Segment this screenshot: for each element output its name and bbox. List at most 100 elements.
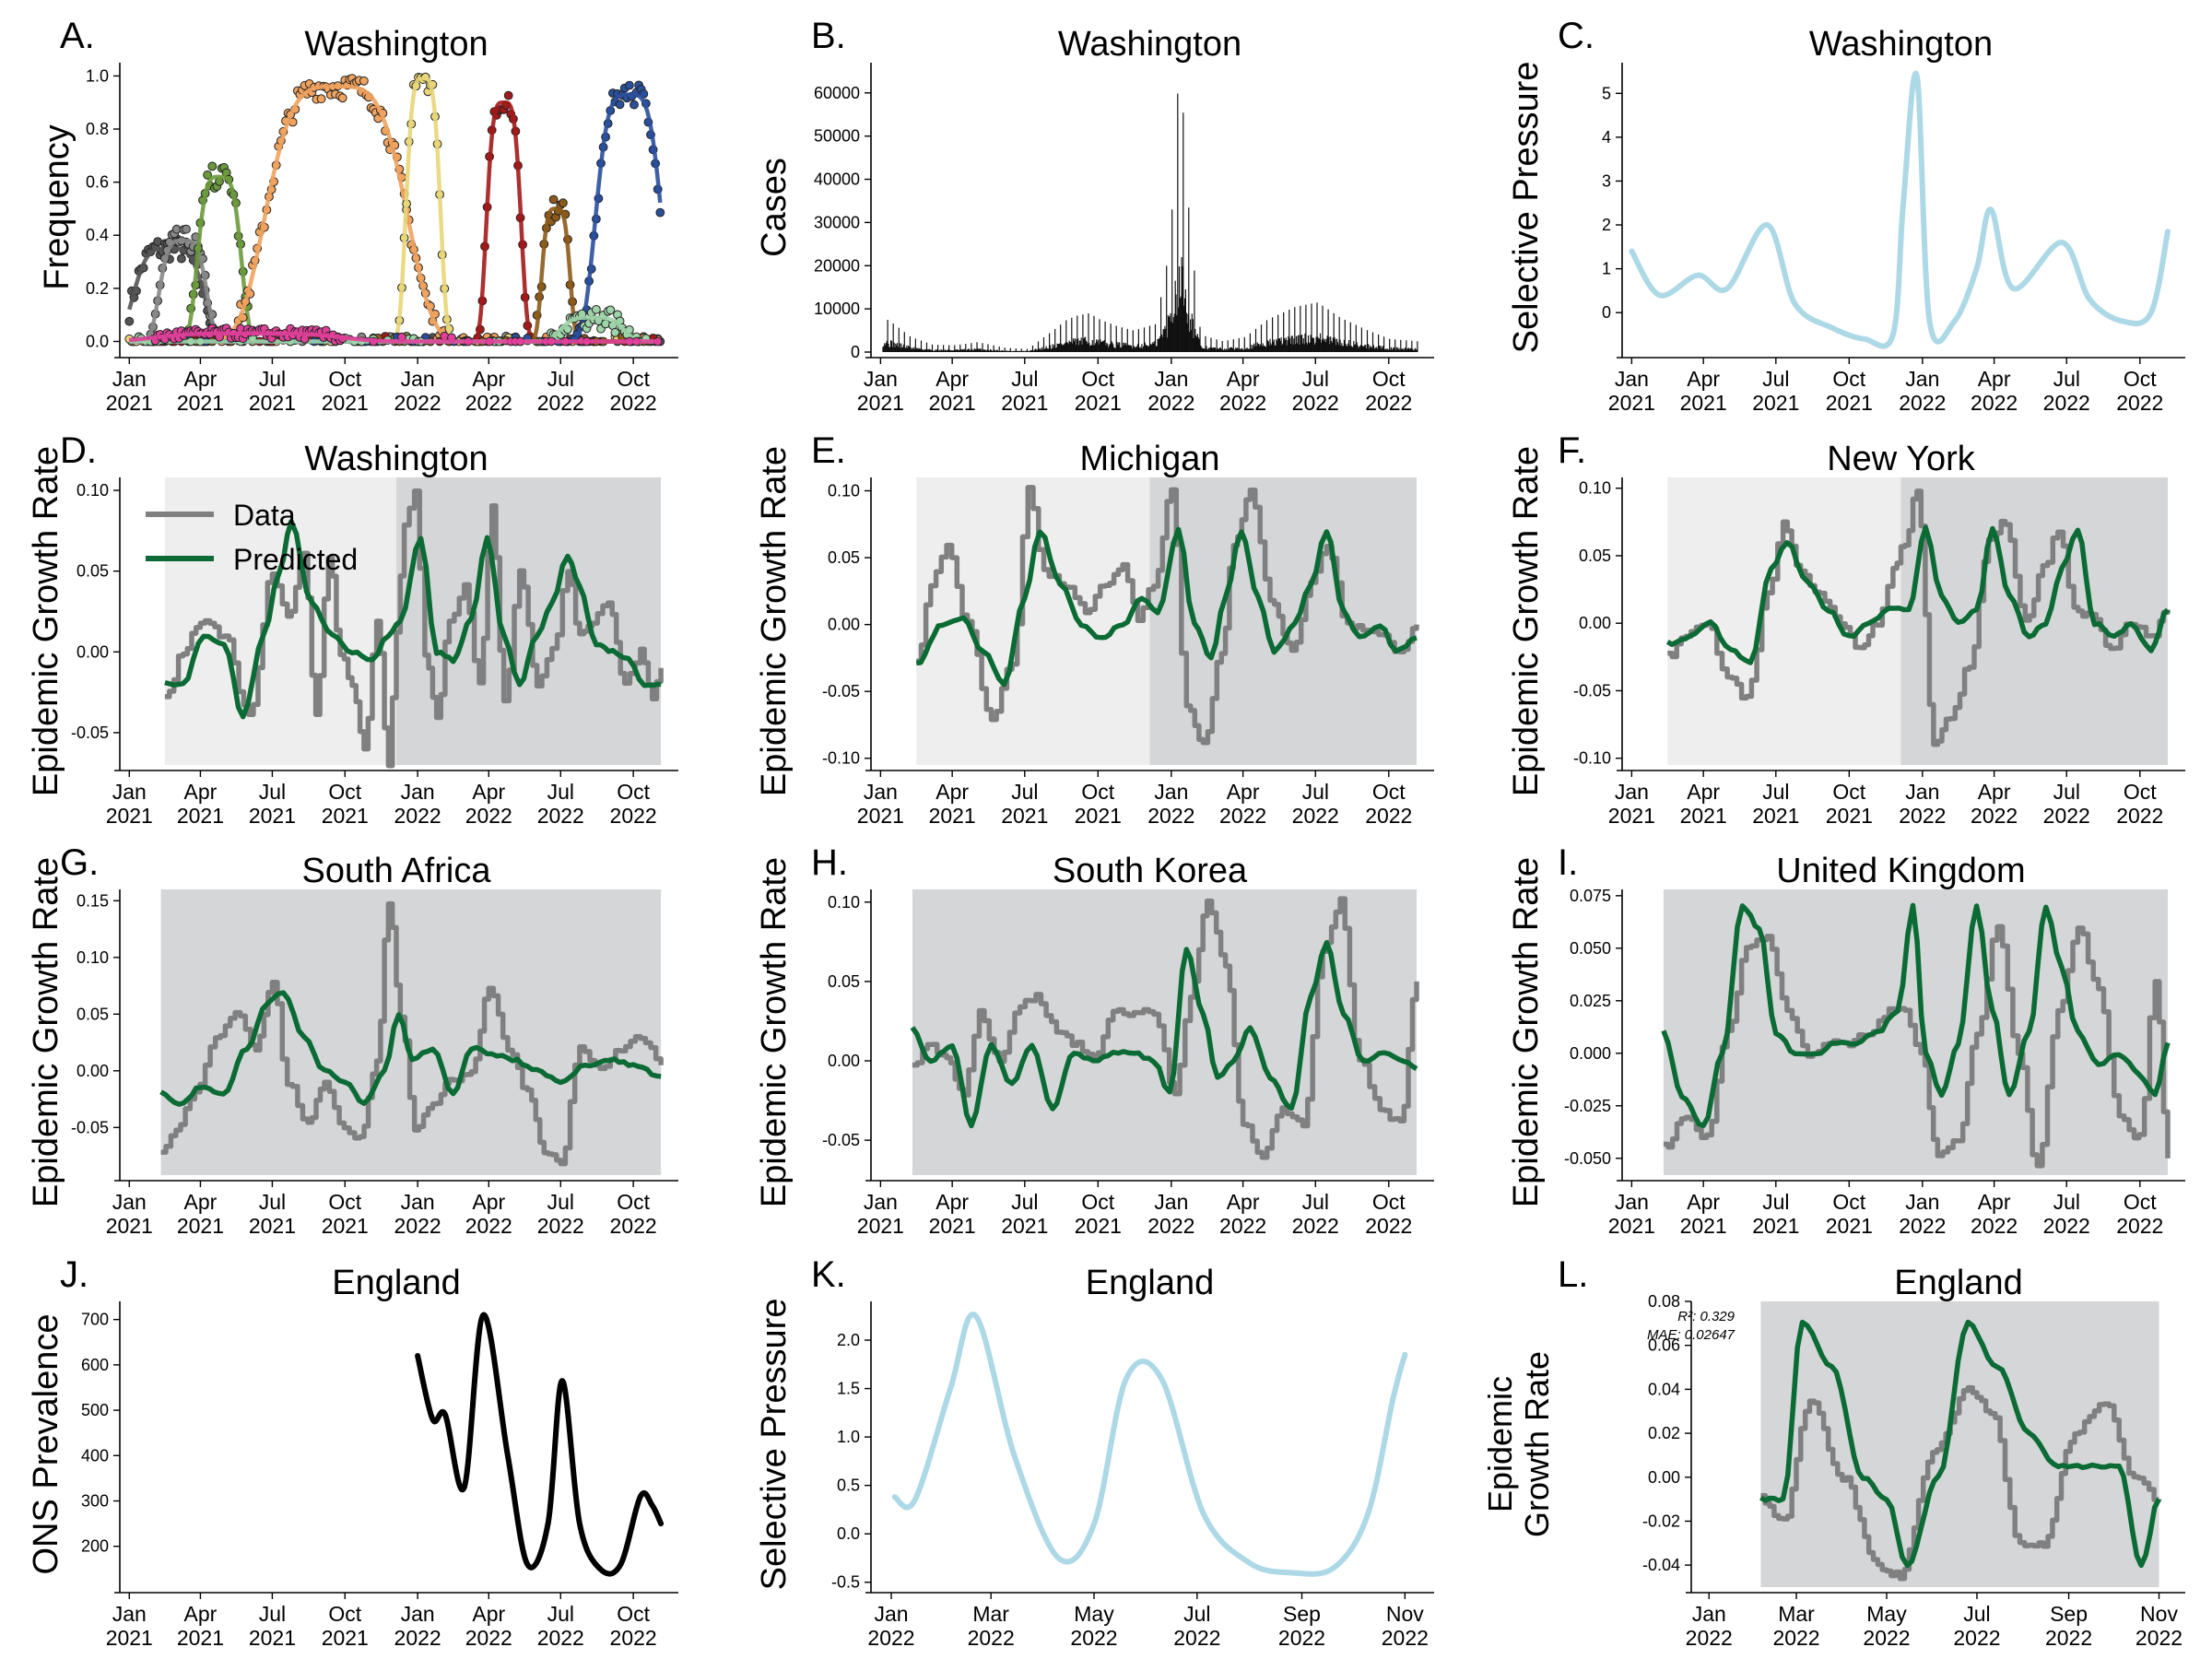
y-tick-label: -0.050 [1564, 1149, 1611, 1168]
mae-annotation: MAE: 0.02647 [1647, 1327, 1735, 1343]
r2-annotation: R²: 0.329 [1677, 1309, 1735, 1324]
x-tick-label: Apr [935, 1190, 969, 1214]
panel-g: -0.050.000.050.100.15Jan2021Apr2021Jul20… [27, 842, 678, 1238]
y-axis-label: Selective Pressure [1507, 62, 1546, 354]
frequency-point [615, 100, 625, 110]
y-tick-label: 0.05 [828, 972, 860, 991]
x-tick-label: 2021 [177, 391, 224, 415]
panel-h: -0.050.000.050.10Jan2021Apr2021Jul2021Oc… [755, 842, 1434, 1238]
x-tick-label: Jul [1302, 780, 1329, 804]
panel-letter: E. [811, 430, 846, 471]
y-tick-label: 0.6 [86, 173, 109, 192]
x-tick-label: Oct [1081, 367, 1114, 391]
y-tick-label: 0.025 [1570, 992, 1611, 1010]
prevalence-line [415, 1312, 665, 1577]
x-tick-label: Apr [472, 1602, 505, 1626]
x-tick-label: Jan [1154, 1190, 1188, 1214]
x-tick-label: Jan [1615, 780, 1649, 804]
x-tick-label: 2022 [1219, 391, 1266, 415]
x-tick-label: 2021 [1608, 804, 1655, 828]
panel-e: -0.10-0.050.000.050.10Jan2021Apr2021Jul2… [755, 430, 1434, 828]
x-tick-label: 2022 [394, 804, 441, 828]
panel-title: Washington [304, 440, 488, 478]
panel-letter: C. [1558, 16, 1594, 56]
x-tick-label: 2021 [857, 1214, 904, 1238]
x-tick-label: 2021 [1075, 1214, 1122, 1238]
x-tick-label: Jul [259, 367, 286, 391]
y-tick-label: 0.05 [76, 1005, 109, 1023]
y-tick-label: 0.00 [828, 616, 860, 634]
x-tick-label: 2022 [394, 1214, 441, 1238]
x-tick-label: Jan [1615, 367, 1649, 391]
y-tick-label: 60000 [814, 84, 860, 102]
shade-test [160, 889, 662, 1175]
panel-letter: B. [811, 16, 846, 56]
x-tick-label: Apr [1227, 1190, 1260, 1214]
y-tick-label: -0.10 [1573, 749, 1611, 768]
x-tick-label: Oct [2124, 1190, 2157, 1214]
x-tick-label: 2022 [867, 1626, 914, 1650]
x-tick-label: Jul [259, 1190, 286, 1214]
panel-title: South Korea [1053, 852, 1248, 890]
x-tick-label: Jan [401, 367, 435, 391]
x-tick-label: Jan [112, 780, 147, 804]
x-tick-label: 2021 [322, 1626, 369, 1650]
x-tick-label: 2022 [465, 804, 512, 828]
frequency-point [601, 319, 610, 329]
y-tick-label: 400 [81, 1446, 109, 1465]
x-tick-label: Jan [1905, 1190, 1939, 1214]
legend-predicted-label: Predicted [233, 543, 358, 576]
x-tick-label: 2021 [1001, 391, 1048, 415]
panel-title: England [1086, 1264, 1214, 1302]
panel-title: Washington [304, 25, 488, 64]
panel-j: 200300400500600700Jan2021Apr2021Jul2021O… [27, 1254, 678, 1650]
x-tick-label: 2021 [106, 804, 153, 828]
y-tick-label: 4 [1602, 128, 1611, 147]
panel-letter: J. [60, 1254, 88, 1295]
frequency-point [655, 207, 665, 218]
y-tick-label: 3 [1602, 171, 1611, 190]
x-tick-label: 2021 [106, 1214, 153, 1238]
y-tick-label: 0.05 [828, 548, 860, 567]
x-tick-label: Oct [1372, 780, 1406, 804]
x-tick-label: Jan [112, 1602, 147, 1626]
x-tick-label: 2022 [2043, 391, 2090, 415]
x-tick-label: 2022 [465, 1626, 512, 1650]
x-tick-label: Apr [472, 780, 505, 804]
x-tick-label: 2022 [2045, 1626, 2092, 1650]
y-tick-label: 0.050 [1570, 939, 1611, 958]
y-tick-label: 0.00 [1648, 1468, 1680, 1487]
x-tick-label: 2021 [1001, 1214, 1048, 1238]
x-tick-label: Apr [472, 367, 505, 391]
x-tick-label: Jul [259, 1602, 286, 1626]
x-tick-label: Oct [328, 367, 361, 391]
x-tick-label: Sep [2050, 1602, 2088, 1626]
frequency-point [207, 161, 218, 171]
selective-pressure-line [1629, 70, 2171, 349]
x-tick-label: Jan [1154, 780, 1188, 804]
x-tick-label: 2022 [1292, 391, 1339, 415]
x-tick-label: Apr [184, 367, 218, 391]
x-tick-label: 2021 [249, 1214, 296, 1238]
x-tick-label: 2022 [537, 1626, 584, 1650]
x-tick-label: 2021 [249, 391, 296, 415]
x-tick-label: Oct [1372, 367, 1406, 391]
y-tick-label: -0.02 [1642, 1512, 1680, 1530]
panel-letter: D. [60, 430, 97, 471]
y-tick-label: 0 [851, 343, 860, 361]
x-tick-label: 2022 [1219, 804, 1266, 828]
x-tick-label: Jul [1302, 1190, 1329, 1214]
y-tick-label: 1 [1602, 260, 1611, 278]
x-tick-label: Oct [1832, 367, 1865, 391]
y-tick-label: 0.10 [76, 948, 109, 967]
x-tick-label: 2022 [2136, 1626, 2183, 1650]
x-tick-label: Apr [1227, 780, 1260, 804]
y-axis-label: Epidemic Growth Rate [755, 446, 794, 796]
x-tick-label: Nov [1386, 1602, 1424, 1626]
x-tick-label: Jan [1692, 1602, 1726, 1626]
x-tick-label: Jan [401, 1190, 435, 1214]
x-tick-label: 2022 [1278, 1626, 1325, 1650]
y-tick-label: -0.05 [822, 682, 860, 700]
x-tick-label: Oct [617, 1602, 650, 1626]
x-tick-label: 2021 [177, 1214, 224, 1238]
